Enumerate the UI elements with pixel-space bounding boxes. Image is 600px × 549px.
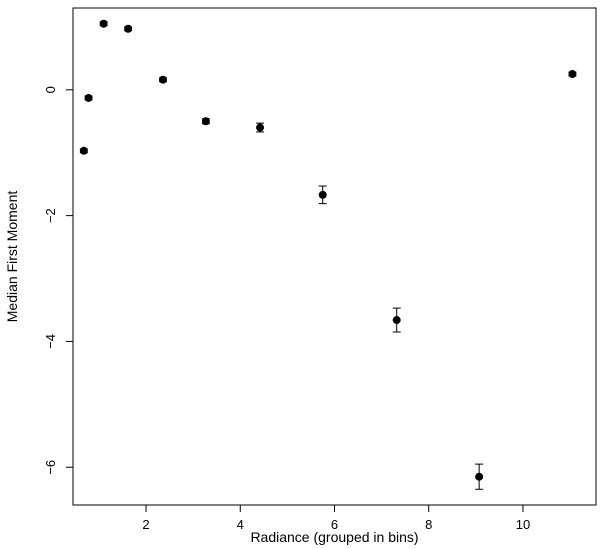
data-point xyxy=(124,24,133,33)
x-axis: 2 4 6 8 10 xyxy=(142,505,530,532)
point-marker xyxy=(99,19,108,28)
x-axis-title: Radiance (grouped in bins) xyxy=(250,529,418,545)
data-point xyxy=(256,122,265,133)
point-marker xyxy=(158,75,167,84)
point-marker xyxy=(79,146,88,155)
data-point xyxy=(392,307,401,333)
point-marker xyxy=(318,190,327,199)
point-marker xyxy=(84,93,93,102)
x-tick-label: 6 xyxy=(331,517,338,532)
plot-frame xyxy=(72,7,597,506)
x-tick-label: 2 xyxy=(142,517,149,532)
data-point xyxy=(475,463,484,490)
x-tick-label: 4 xyxy=(237,517,244,532)
y-axis: 0 −2 −4 −6 xyxy=(43,86,73,475)
data-points xyxy=(79,19,577,490)
y-axis-title: Median First Moment xyxy=(4,191,20,323)
data-point xyxy=(99,19,108,28)
data-point xyxy=(318,185,327,205)
y-tick-label: 0 xyxy=(43,86,58,93)
data-point xyxy=(84,93,93,102)
data-point xyxy=(158,75,167,84)
point-marker xyxy=(392,316,401,325)
point-marker xyxy=(475,472,484,481)
x-tick-label: 10 xyxy=(516,517,530,532)
y-tick-label: −6 xyxy=(43,460,58,475)
point-marker xyxy=(568,70,577,79)
point-marker xyxy=(124,24,133,33)
point-marker xyxy=(201,117,210,126)
data-point xyxy=(79,146,88,155)
x-tick-label: 8 xyxy=(425,517,432,532)
y-tick-label: −2 xyxy=(43,208,58,223)
data-point xyxy=(568,70,577,79)
data-point xyxy=(201,117,210,126)
point-marker xyxy=(256,123,265,132)
y-tick-label: −4 xyxy=(43,334,58,349)
